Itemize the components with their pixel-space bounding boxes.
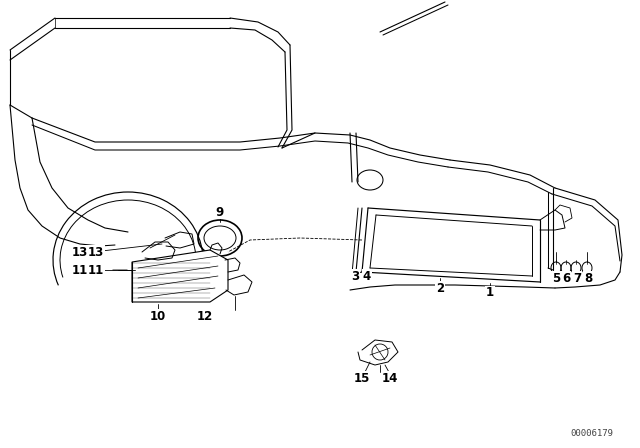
Text: 2: 2 — [436, 281, 444, 294]
Text: 11: 11 — [72, 263, 88, 276]
Text: 9: 9 — [216, 206, 224, 219]
Text: 11: 11 — [88, 263, 104, 276]
Text: 6: 6 — [562, 271, 570, 284]
Text: 14: 14 — [382, 371, 398, 384]
Text: 3: 3 — [351, 270, 359, 283]
Text: 13: 13 — [72, 246, 88, 258]
Text: 12: 12 — [197, 310, 213, 323]
Text: 1: 1 — [486, 287, 494, 300]
Polygon shape — [132, 250, 228, 302]
Text: 7: 7 — [573, 271, 581, 284]
Text: 5: 5 — [552, 271, 560, 284]
Text: 13: 13 — [88, 246, 104, 258]
Text: 00006179: 00006179 — [570, 430, 614, 439]
Text: 8: 8 — [584, 271, 592, 284]
Text: 15: 15 — [354, 371, 370, 384]
Text: 10: 10 — [150, 310, 166, 323]
Text: 4: 4 — [363, 270, 371, 283]
